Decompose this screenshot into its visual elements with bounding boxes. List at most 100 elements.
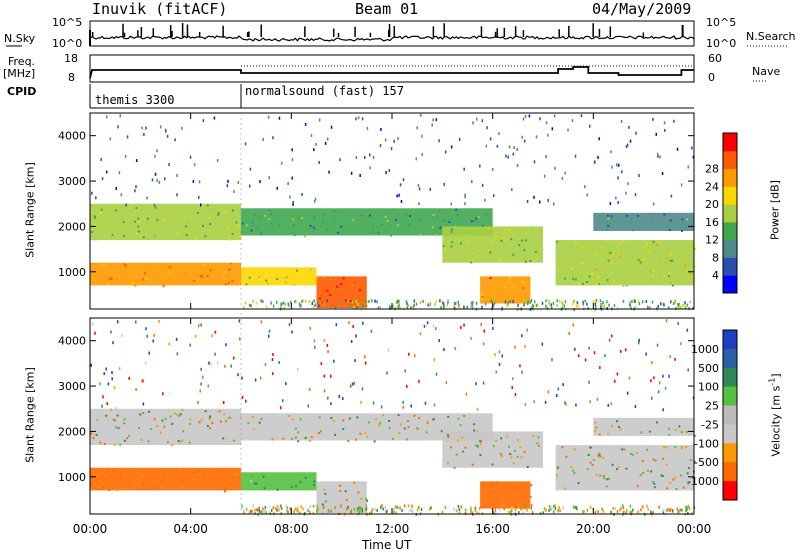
velocity-speckle: [365, 420, 368, 423]
power-scatter-point: [551, 127, 554, 131]
power-scatter-point: [181, 126, 183, 130]
velocity-near-range-point: [510, 509, 513, 513]
velocity-speckle: [642, 471, 645, 474]
velocity-speckle: [462, 450, 465, 453]
power-scatter-point: [545, 121, 548, 125]
velocity-speckle: [181, 408, 184, 411]
velocity-colorbar-tick: 100: [698, 381, 719, 394]
power-speckle: [137, 220, 140, 223]
velocity-speckle: [674, 446, 677, 449]
power-speckle: [507, 281, 510, 284]
velocity-band: [90, 408, 241, 446]
velocity-near-range-point: [552, 510, 555, 514]
velocity-speckle: [229, 416, 232, 419]
velocity-near-range-point: [630, 510, 632, 514]
power-speckle: [169, 271, 172, 274]
velocity-speckle: [161, 480, 164, 483]
velocity-colorbar-segment: [723, 405, 737, 425]
power-scatter-point: [617, 201, 619, 205]
power-near-range-point: [410, 306, 412, 310]
power-speckle: [186, 273, 189, 276]
velocity-scatter-point: [254, 378, 257, 382]
velocity-near-range-point: [519, 505, 521, 509]
power-near-range-point: [561, 300, 563, 304]
velocity-scatter-point: [214, 352, 216, 356]
power-speckle: [136, 232, 139, 235]
velocity-speckle: [403, 427, 406, 430]
velocity-scatter-point: [222, 400, 225, 404]
velocity-speckle: [235, 474, 238, 477]
velocity-speckle: [291, 437, 294, 440]
velocity-scatter-point: [354, 359, 356, 363]
power-near-range-point: [599, 299, 602, 303]
power-ytick-label: 1000: [58, 266, 86, 279]
velocity-speckle: [641, 459, 644, 462]
velocity-near-range-point: [358, 511, 360, 515]
power-speckle: [198, 280, 201, 283]
velocity-near-range-point: [597, 509, 599, 513]
velocity-speckle: [492, 445, 495, 448]
power-scatter-point: [330, 125, 333, 129]
power-speckle: [610, 244, 613, 247]
power-scatter-point: [507, 155, 510, 159]
velocity-speckle: [511, 439, 514, 442]
velocity-speckle: [157, 473, 160, 476]
velocity-speckle: [693, 434, 696, 437]
power-near-range-point: [573, 299, 576, 303]
power-speckle: [409, 215, 412, 218]
velocity-scatter-point: [680, 342, 682, 346]
velocity-speckle: [159, 431, 162, 434]
velocity-scatter-point: [241, 376, 243, 380]
power-scatter-point: [314, 197, 317, 201]
velocity-near-range-point: [622, 510, 625, 514]
power-speckle: [103, 274, 106, 277]
power-near-range-point: [406, 306, 409, 310]
velocity-near-range-point: [658, 505, 660, 509]
velocity-scatter-point: [110, 330, 112, 334]
velocity-speckle: [90, 482, 93, 485]
power-scatter-point: [388, 169, 391, 173]
power-near-range-point: [447, 299, 449, 303]
power-scatter-point: [244, 142, 247, 146]
power-near-range-point: [357, 302, 359, 306]
power-speckle: [209, 208, 212, 211]
velocity-scatter-point: [480, 322, 483, 326]
power-scatter-point: [291, 158, 294, 162]
velocity-scatter-point: [194, 334, 197, 338]
power-scatter-point: [248, 184, 251, 188]
power-near-range-point: [415, 302, 418, 306]
power-near-range-point: [531, 306, 533, 310]
power-near-range-point: [595, 305, 597, 309]
velocity-scatter-point: [296, 368, 299, 372]
velocity-speckle: [680, 431, 683, 434]
velocity-speckle: [617, 426, 620, 429]
power-near-range-point: [638, 302, 641, 306]
power-scatter-point: [516, 148, 518, 152]
power-scatter-point: [481, 183, 484, 187]
velocity-near-range-point: [518, 511, 520, 515]
power-scatter-point: [484, 198, 486, 202]
power-near-range-point: [535, 303, 538, 307]
power-near-range-point: [407, 303, 410, 307]
velocity-speckle: [211, 422, 214, 425]
power-speckle: [474, 228, 477, 231]
velocity-colorbar-segment: [723, 481, 737, 501]
power-speckle: [260, 232, 263, 235]
power-scatter-point: [486, 126, 488, 130]
power-near-range-point: [440, 305, 442, 309]
velocity-speckle: [224, 490, 227, 493]
power-speckle: [610, 215, 613, 218]
power-scatter-point: [259, 180, 261, 184]
power-scatter-point: [485, 144, 488, 148]
velocity-speckle: [666, 487, 669, 490]
power-near-range-point: [548, 299, 550, 303]
power-speckle: [228, 238, 231, 241]
velocity-speckle: [447, 415, 450, 418]
power-near-range-point: [541, 301, 544, 305]
power-speckle: [669, 219, 672, 222]
velocity-scatter-point: [593, 351, 596, 355]
nsky-right-tick-top: 10^5: [706, 16, 737, 29]
power-speckle: [523, 249, 526, 252]
power-scatter-point: [638, 174, 640, 178]
velocity-speckle: [488, 490, 491, 493]
